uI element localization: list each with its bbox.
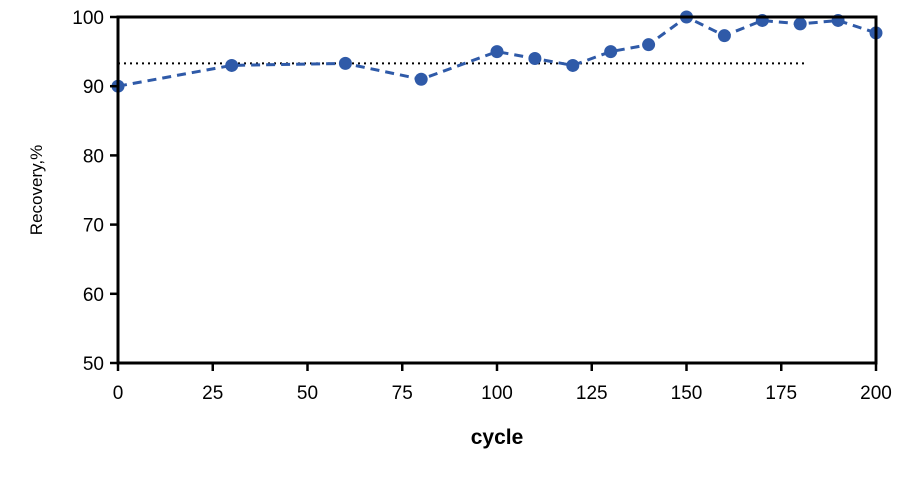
y-tick-label: 90 — [83, 77, 104, 98]
x-tick-label: 150 — [671, 383, 703, 404]
series-line — [117, 15, 877, 88]
data-point — [490, 45, 504, 59]
y-tick-label: 100 — [72, 8, 104, 29]
data-point — [338, 56, 352, 70]
x-tick-label: 25 — [202, 383, 223, 404]
data-point — [717, 29, 731, 43]
data-point — [604, 45, 618, 59]
data-point — [528, 52, 542, 66]
y-tick-label: 70 — [83, 216, 104, 237]
x-tick-label: 50 — [297, 383, 318, 404]
x-tick-label: 75 — [392, 383, 413, 404]
ticks-layer: 50 60 70 80 90 100 0 25 50 75 100 125 150 175 200 — [72, 8, 892, 404]
series-layer — [111, 10, 883, 93]
x-tick-label: 100 — [481, 383, 513, 404]
y-axis-title: Recovery,% — [27, 145, 46, 235]
data-point — [642, 38, 656, 52]
x-tick-label: 0 — [113, 383, 124, 404]
data-point — [566, 58, 580, 72]
x-axis-title: cycle — [471, 426, 524, 449]
y-tick-label: 50 — [83, 354, 104, 375]
data-point — [225, 58, 239, 72]
data-point — [414, 72, 428, 86]
data-point — [793, 17, 807, 31]
x-tick-label: 175 — [765, 383, 797, 404]
x-tick-label: 125 — [576, 383, 608, 404]
y-tick-label: 60 — [83, 285, 104, 306]
y-tick-label: 80 — [83, 146, 104, 167]
x-tick-label: 200 — [860, 383, 892, 404]
